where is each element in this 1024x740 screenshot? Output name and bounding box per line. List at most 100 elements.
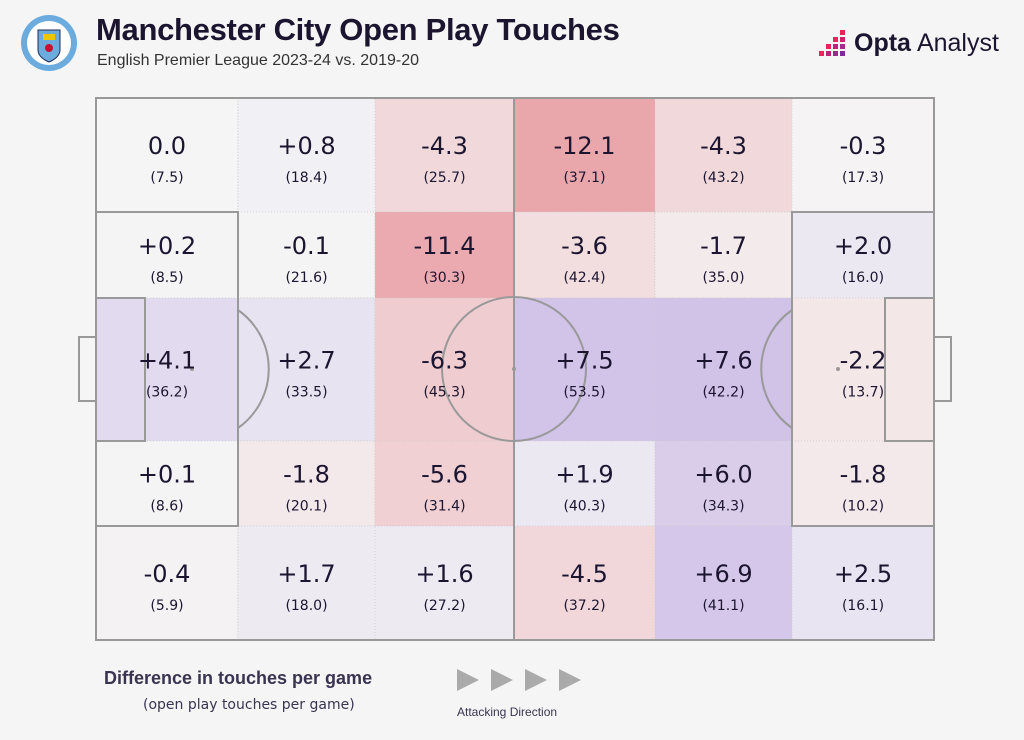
- arrow-icon: [559, 669, 581, 691]
- heatmap-cell: [654, 211, 793, 299]
- heatmap-cell: [374, 97, 515, 213]
- heatmap-cell: [654, 97, 793, 213]
- cell-difference-label: -1.8: [840, 461, 887, 489]
- heatmap-cell: [237, 525, 376, 641]
- heatmap-cell: [513, 211, 656, 299]
- cell-difference-label: +2.7: [277, 347, 335, 375]
- centre-circle: [441, 296, 587, 442]
- cell-touches-label: (53.5): [563, 385, 605, 401]
- cell-touches-label: (34.3): [702, 499, 744, 515]
- cell-difference-label: +0.8: [277, 132, 335, 160]
- cell-difference-label: +7.5: [555, 347, 613, 375]
- cell-difference-label: -4.5: [561, 560, 608, 588]
- cell-touches-label: (42.4): [563, 270, 605, 286]
- cell-touches-label: (36.2): [146, 385, 188, 401]
- cell-touches-label: (35.0): [702, 270, 744, 286]
- cell-difference-label: -3.6: [561, 232, 608, 260]
- cell-difference-label: 0.0: [148, 132, 186, 160]
- left-penalty-spot: [190, 367, 194, 371]
- heatmap-cell: [791, 440, 935, 527]
- cell-difference-label: -12.1: [553, 132, 615, 160]
- cell-difference-label: +1.7: [277, 560, 335, 588]
- cell-touches-label: (45.3): [423, 385, 465, 401]
- cell-difference-label: +6.0: [694, 461, 752, 489]
- cell-touches-label: (10.2): [842, 499, 884, 515]
- cell-touches-label: (13.7): [842, 385, 884, 401]
- heatmap-cell: [654, 297, 793, 442]
- cell-difference-label: -0.4: [144, 560, 191, 588]
- heatmap-cell: [237, 297, 376, 442]
- heatmap-cell: [374, 297, 515, 442]
- cell-touches-label: (8.6): [150, 499, 183, 515]
- cell-difference-label: +6.9: [694, 560, 752, 588]
- cell-difference-label: -1.8: [283, 461, 330, 489]
- chart-subtitle: English Premier League 2023-24 vs. 2019-…: [97, 52, 419, 69]
- heatmap-cell: [513, 297, 656, 442]
- opta-analyst-logo: Opta Analyst: [818, 28, 999, 58]
- cell-touches-label: (16.1): [842, 598, 884, 614]
- cell-touches-label: (41.1): [702, 598, 744, 614]
- cell-touches-label: (5.9): [150, 598, 183, 614]
- cell-difference-label: +4.1: [138, 347, 196, 375]
- cell-touches-label: (37.1): [563, 170, 605, 186]
- cell-difference-label: +7.6: [694, 347, 752, 375]
- cell-difference-label: +0.2: [138, 232, 196, 260]
- heatmap-cell: [374, 211, 515, 299]
- cell-difference-label: -0.1: [283, 232, 330, 260]
- heatmap-cell: [95, 97, 239, 213]
- arrow-icon: [491, 669, 513, 691]
- cell-difference-label: -5.6: [421, 461, 468, 489]
- cell-touches-label: (18.4): [285, 170, 327, 186]
- cell-touches-label: (40.3): [563, 499, 605, 515]
- cell-touches-label: (8.5): [150, 270, 183, 286]
- heatmap-cell: [513, 97, 656, 213]
- right-penalty-arc: [760, 309, 793, 429]
- heatmap-cell: [791, 297, 935, 442]
- cell-difference-label: -1.7: [700, 232, 747, 260]
- cell-touches-label: (25.7): [423, 170, 465, 186]
- cell-touches-label: (42.2): [702, 385, 744, 401]
- opta-logo-icon: [819, 30, 845, 56]
- cell-touches-label: (31.4): [423, 499, 465, 515]
- legend-subtitle: (open play touches per game): [143, 697, 355, 713]
- cell-touches-label: (16.0): [842, 270, 884, 286]
- heatmap-cell: [791, 211, 935, 299]
- cell-touches-label: (20.1): [285, 499, 327, 515]
- attacking-direction-arrows: [457, 669, 581, 691]
- right-goal: [933, 336, 952, 402]
- cell-difference-label: -6.3: [421, 347, 468, 375]
- left-penalty-arc: [237, 309, 270, 429]
- legend-title: Difference in touches per game: [104, 668, 373, 688]
- centre-spot: [512, 367, 516, 371]
- cell-touches-label: (43.2): [702, 170, 744, 186]
- heatmap-cell: [374, 440, 515, 527]
- cell-difference-label: +1.6: [415, 560, 473, 588]
- cell-touches-label: (37.2): [563, 598, 605, 614]
- cell-difference-label: +0.1: [138, 461, 196, 489]
- cell-touches-label: (27.2): [423, 598, 465, 614]
- man-city-badge: [21, 15, 77, 71]
- attacking-direction-label: Attacking Direction: [457, 705, 558, 719]
- cell-difference-label: -11.4: [413, 232, 475, 260]
- cell-difference-label: +2.5: [834, 560, 892, 588]
- heatmap-cell: [237, 440, 376, 527]
- heatmap-cell: [791, 97, 935, 213]
- arrow-icon: [525, 669, 547, 691]
- cell-difference-label: -4.3: [700, 132, 747, 160]
- cell-touches-label: (30.3): [423, 270, 465, 286]
- cell-touches-label: (33.5): [285, 385, 327, 401]
- arrow-icon: [457, 669, 479, 691]
- heatmap-cell: [791, 525, 935, 641]
- heatmap-cell: [95, 525, 239, 641]
- cell-touches-label: (7.5): [150, 170, 183, 186]
- cell-touches-label: (17.3): [842, 170, 884, 186]
- cell-touches-label: (21.6): [285, 270, 327, 286]
- cell-difference-label: +2.0: [834, 232, 892, 260]
- heatmap-cell: [654, 525, 793, 641]
- cell-difference-label: -2.2: [840, 347, 887, 375]
- heatmap-cell: [237, 97, 376, 213]
- heatmap-cell: [513, 525, 656, 641]
- cell-difference-label: -4.3: [421, 132, 468, 160]
- heatmap-cell: [95, 211, 239, 299]
